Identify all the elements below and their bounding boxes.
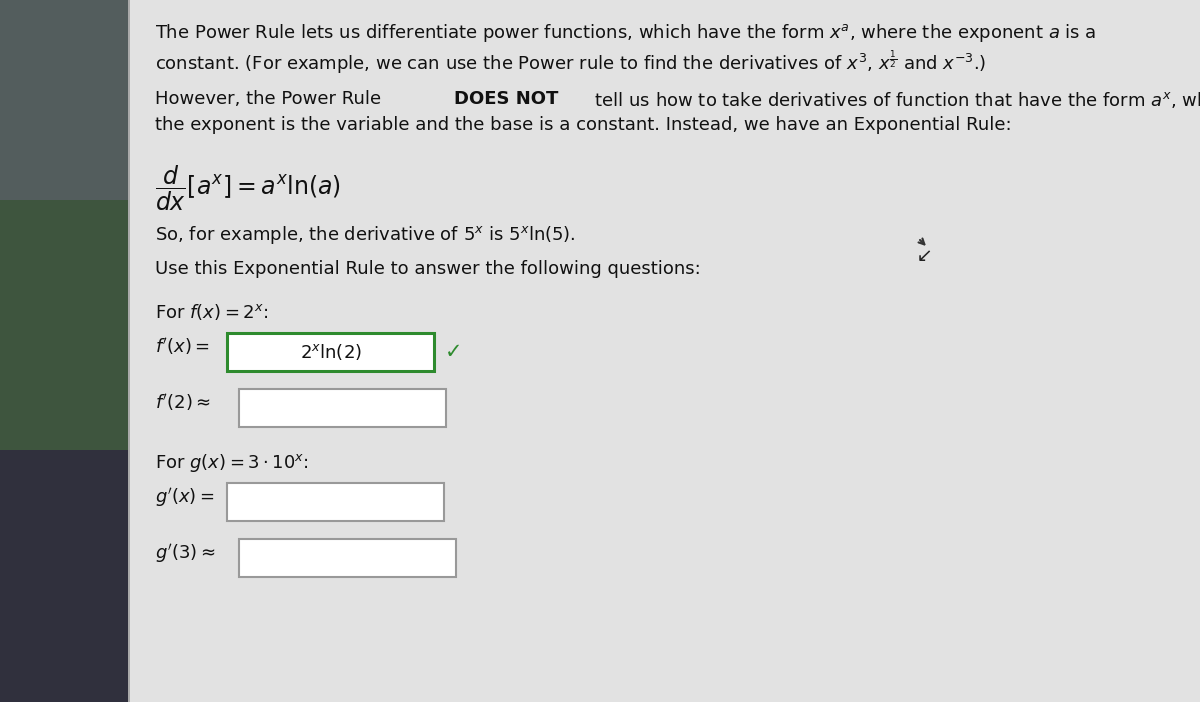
Bar [0, 0, 130, 200]
Text: $f'(x) =$: $f'(x) =$ [155, 336, 210, 357]
Text: For $f(x) = 2^x$:: For $f(x) = 2^x$: [155, 302, 269, 322]
Text: DOES NOT: DOES NOT [454, 90, 558, 108]
Bar [0, 200, 130, 450]
Text: $2^x \ln(2)$: $2^x \ln(2)$ [300, 342, 361, 362]
Text: ↗: ↗ [912, 245, 929, 264]
Text: the exponent is the variable and the base is a constant. Instead, we have an Exp: the exponent is the variable and the bas… [155, 116, 1012, 134]
Text: tell us how to take derivatives of function that have the form $a^x$, where: tell us how to take derivatives of funct… [589, 90, 1200, 110]
Text: $f'(2) \approx$: $f'(2) \approx$ [155, 392, 211, 413]
FancyBboxPatch shape [227, 483, 444, 521]
Text: So, for example, the derivative of $5^x$ is $5^x \ln(5)$.: So, for example, the derivative of $5^x$… [155, 224, 576, 246]
Text: $g'(3) \approx$: $g'(3) \approx$ [155, 542, 215, 565]
Text: ✓: ✓ [445, 342, 462, 362]
Text: $g'(x) =$: $g'(x) =$ [155, 486, 215, 509]
Bar [0, 450, 130, 702]
Bar [128, 0, 131, 702]
Bar [0, 0, 130, 702]
FancyBboxPatch shape [227, 333, 434, 371]
Bar [130, 0, 1200, 702]
Text: constant. (For example, we can use the Power rule to find the derivatives of $x^: constant. (For example, we can use the P… [155, 48, 986, 76]
Text: Use this Exponential Rule to answer the following questions:: Use this Exponential Rule to answer the … [155, 260, 701, 278]
Text: The Power Rule lets us differentiate power functions, which have the form $x^a$,: The Power Rule lets us differentiate pow… [155, 22, 1097, 44]
Text: For $g(x) = 3 \cdot 10^x$:: For $g(x) = 3 \cdot 10^x$: [155, 452, 308, 474]
FancyBboxPatch shape [239, 539, 456, 577]
Text: However, the Power Rule: However, the Power Rule [155, 90, 386, 108]
Text: $\dfrac{d}{dx}\left[a^x\right] = a^x \ln(a)$: $\dfrac{d}{dx}\left[a^x\right] = a^x \ln… [155, 164, 341, 213]
FancyBboxPatch shape [239, 389, 446, 427]
